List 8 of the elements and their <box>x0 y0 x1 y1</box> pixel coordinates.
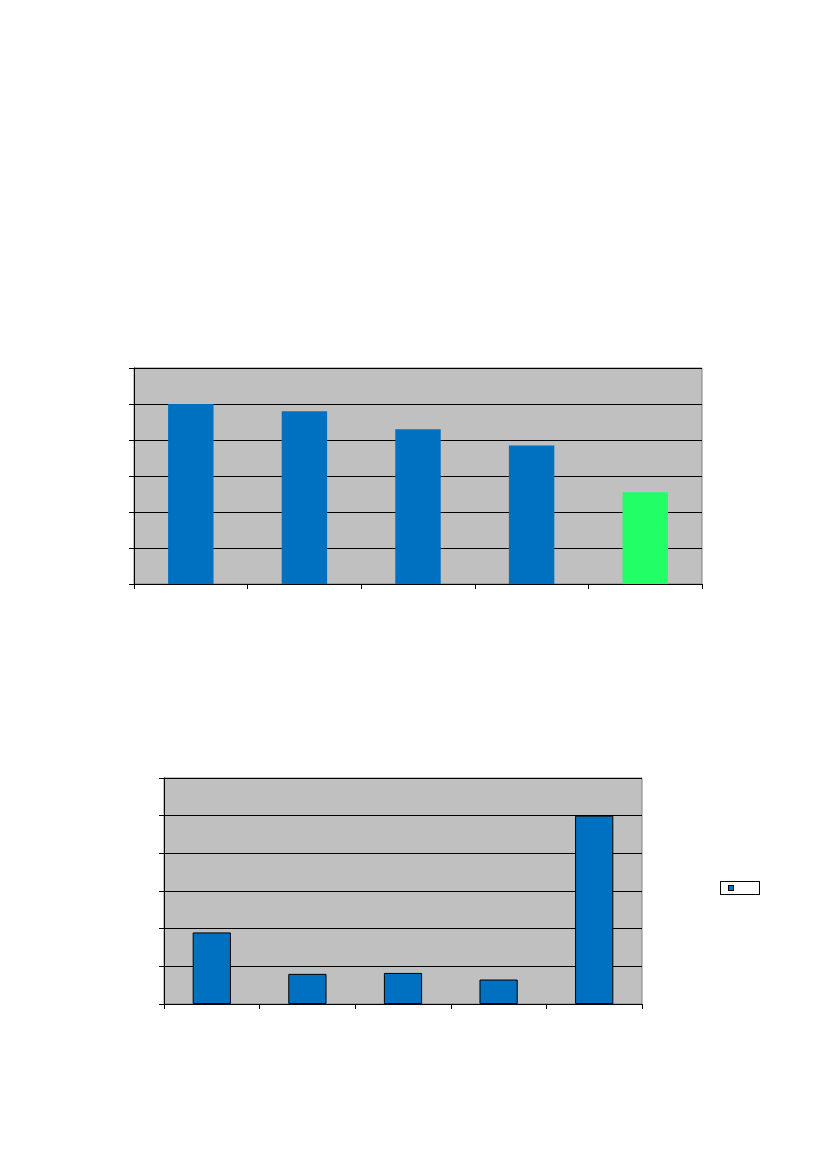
bar <box>622 492 668 584</box>
bar <box>168 404 214 584</box>
bar <box>508 445 555 584</box>
bar <box>281 411 328 584</box>
bar <box>395 429 441 584</box>
bar <box>479 979 518 1004</box>
bar <box>383 972 423 1004</box>
bar <box>288 973 327 1004</box>
